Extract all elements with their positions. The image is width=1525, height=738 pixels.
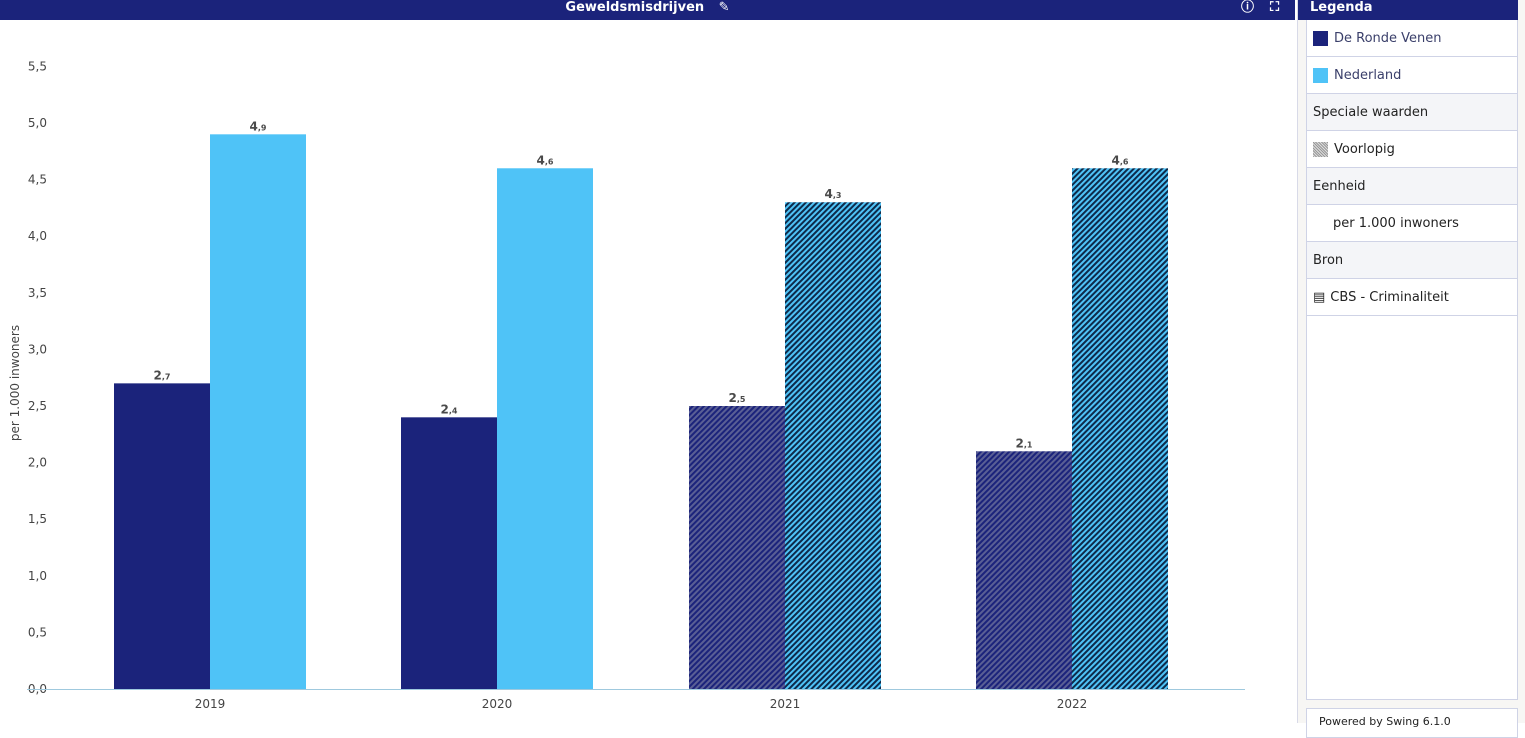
fullscreen-icon[interactable]: ⛶ [1270,0,1280,15]
chart-title: Geweldsmisdrijven [565,0,705,15]
legend-label: Nederland [1334,67,1402,83]
bar-nederland-2021[interactable] [785,202,881,690]
swatch-light [1313,67,1328,83]
info-icon[interactable]: ⓘ [1241,0,1255,15]
data-label: 4,6 [537,153,554,167]
x-tick-label: 2022 [1057,697,1088,711]
legend-item-voorlopig: Voorlopig [1307,131,1517,168]
edit-pencil-icon[interactable]: ✎ [718,0,730,15]
legend-label: Voorlopig [1334,141,1395,157]
y-tick-label: 0,5 [28,625,47,639]
unit-heading: Eenheid [1307,168,1517,205]
bar-de-ronde-venen-2021[interactable] [689,406,785,689]
legend-item-de-ronde-venen[interactable]: De Ronde Venen [1307,20,1517,57]
chart-header: Geweldsmisdrijven ✎ ⓘ ⛶ [0,0,1295,20]
y-tick-label: 5,5 [28,59,47,73]
bar-de-ronde-venen-2022[interactable] [976,451,1072,689]
x-tick-label: 2020 [482,697,513,711]
swatch-hatched [1313,141,1328,157]
unit-value: per 1.000 inwoners [1307,205,1517,242]
powered-by: Powered by Swing 6.1.0 [1306,708,1518,738]
data-label: 2,4 [441,402,458,416]
chart-panel: Geweldsmisdrijven ✎ ⓘ ⛶ 0,0 0,5 1,0 1,5 2,0 2… [0,0,1295,711]
source-text: CBS - Criminaliteit [1330,289,1449,305]
bar-de-ronde-venen-2020[interactable] [401,417,497,689]
book-icon: ▤ [1313,289,1326,305]
y-tick-label: 5,0 [28,116,47,130]
data-label: 4,6 [1112,153,1129,167]
x-tick-label: 2019 [195,697,226,711]
bar-nederland-2020[interactable] [497,168,593,689]
y-tick-label: 1,0 [28,569,47,583]
legend-item-nederland[interactable]: Nederland [1307,57,1517,94]
y-tick-label: 4,0 [28,229,47,243]
swatch-dark [1313,30,1328,46]
bar-nederland-2019[interactable] [210,134,306,689]
y-tick-label: 2,0 [28,456,47,470]
legend-box: De Ronde Venen Nederland Speciale waarde… [1306,20,1518,700]
data-label: 4,9 [250,119,267,133]
bar-chart: 0,00,51,01,52,02,53,03,54,04,55,05,5 2,7… [8,59,1245,711]
data-label: 2,5 [729,391,746,405]
bar-nederland-2022[interactable] [1072,168,1168,689]
y-tick-label: 4,5 [28,173,47,187]
data-label: 2,7 [154,368,171,382]
data-label: 4,3 [825,187,842,201]
y-axis-label: per 1.000 inwoners [8,325,22,441]
data-label: 2,1 [1016,436,1033,450]
source-link[interactable]: ▤ CBS - Criminaliteit [1307,279,1517,316]
special-heading: Speciale waarden [1307,94,1517,131]
legend-title: Legenda [1298,0,1518,20]
x-tick-label: 2021 [770,697,801,711]
legend-label: De Ronde Venen [1334,30,1442,46]
y-tick-label: 3,0 [28,342,47,356]
y-tick-label: 1,5 [28,512,47,526]
y-tick-label: 2,5 [28,399,47,413]
y-tick-label: 3,5 [28,286,47,300]
unit-text: per 1.000 inwoners [1333,215,1459,231]
legend-panel: Legenda De Ronde Venen Nederland Special… [1297,0,1525,738]
source-heading: Bron [1307,242,1517,279]
bar-de-ronde-venen-2019[interactable] [114,383,210,689]
